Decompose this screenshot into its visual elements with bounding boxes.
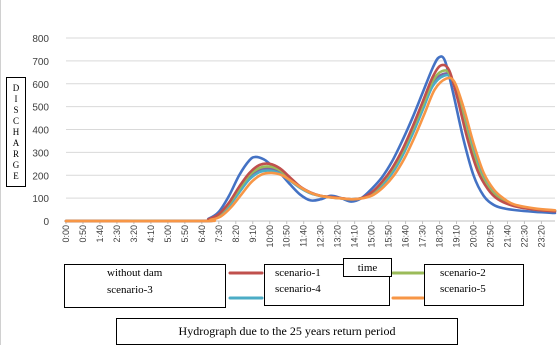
legend-label-without-dam: without dam <box>107 267 163 279</box>
y-tick-label: 0 <box>43 217 49 228</box>
y-axis-label-letter: G <box>12 159 20 170</box>
y-tick-label: 400 <box>32 126 49 137</box>
y-axis-label-letter: H <box>12 126 20 137</box>
x-tick-label: 18:20 <box>435 225 445 248</box>
x-tick-label: 23:20 <box>536 225 546 248</box>
y-tick-label: 800 <box>32 34 49 45</box>
x-tick-label: 8:20 <box>231 225 241 243</box>
x-tick-label: 7:30 <box>214 225 224 243</box>
x-tick-label: 6:40 <box>197 225 207 243</box>
x-tick-label: 1:40 <box>95 225 105 243</box>
x-tick-label: 21:40 <box>502 225 512 248</box>
y-tick-label: 500 <box>32 103 49 114</box>
x-tick-label: 20:50 <box>485 225 495 248</box>
x-tick-label: 9:10 <box>248 225 258 243</box>
x-axis-label: time <box>343 258 392 277</box>
x-tick-label: 5:00 <box>163 225 173 243</box>
x-tick-label: 22:30 <box>519 225 529 248</box>
y-tick-label: 200 <box>32 171 49 182</box>
series-line-scenario-5 <box>64 76 557 223</box>
series-line-without-dam <box>64 55 557 223</box>
x-tick-label: 4:10 <box>146 225 156 243</box>
y-tick-label: 600 <box>32 80 49 91</box>
legend-label-scenario-4: scenario-4 <box>275 283 321 295</box>
y-tick-label: 100 <box>32 194 49 205</box>
y-axis-label-letter: D <box>12 82 20 93</box>
x-tick-label: 15:50 <box>384 225 394 248</box>
y-axis-label-letter: A <box>12 137 20 148</box>
legend-box-1 <box>64 264 226 308</box>
series-lines <box>64 55 557 223</box>
y-axis-label-letter: E <box>13 170 19 181</box>
y-tick-label: 700 <box>32 57 49 68</box>
x-tick-label: 19:10 <box>452 225 462 248</box>
y-tick-label: 300 <box>32 148 49 159</box>
x-tick-label: 16:40 <box>401 225 411 248</box>
x-tick-label: 3:20 <box>129 225 139 243</box>
x-tick-label: 5:50 <box>180 225 190 243</box>
x-tick-label: 12:30 <box>316 225 326 248</box>
x-tick-labels: 0:00 0:50 1:40 2:30 3:20 4:10 5:00 5:50 6:40 7:30… <box>61 221 546 248</box>
x-tick-label: 0:00 <box>61 225 71 243</box>
x-tick-label: 10:50 <box>282 225 292 248</box>
legend-label-scenario-1: scenario-1 <box>275 267 321 279</box>
x-tick-label: 13:20 <box>333 225 343 248</box>
x-tick-label: 17:30 <box>418 225 428 248</box>
x-tick-label: 11:40 <box>299 225 309 247</box>
y-axis-label-letter: R <box>12 148 19 159</box>
x-tick-label: 15:00 <box>367 225 377 248</box>
chart-title: Hydrograph due to the 25 years return pe… <box>116 318 458 345</box>
y-axis-label-letter: S <box>13 104 19 115</box>
x-tick-label: 20:00 <box>469 225 479 248</box>
legend-label-scenario-5: scenario-5 <box>440 283 486 295</box>
x-tick-label: 10:00 <box>265 225 275 248</box>
y-tick-labels: 0 100 200 300 400 500 600 700 800 <box>32 34 49 228</box>
x-tick-label: 2:30 <box>112 225 122 243</box>
y-axis-label-letter: I <box>14 93 18 104</box>
x-tick-label: 14:10 <box>350 225 360 248</box>
legend-label-scenario-2: scenario-2 <box>440 267 486 279</box>
x-tick-label: 0:50 <box>78 225 88 243</box>
y-axis-label-letter: C <box>12 115 19 126</box>
legend-label-scenario-3: scenario-3 <box>107 284 153 296</box>
series-line-scenario-3 <box>64 72 557 223</box>
legend-box-3 <box>424 264 524 306</box>
